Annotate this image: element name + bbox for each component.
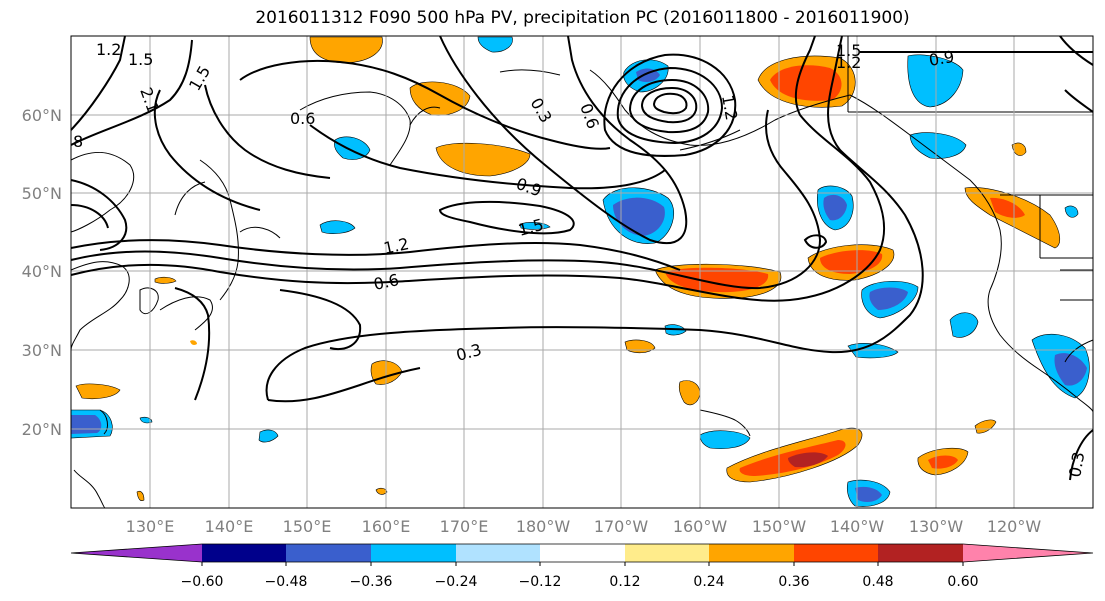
map-panel: 1.2 1.5 2.1 1.5 8 0.6 0.3 0.6 1.2 0.9 1.… — [70, 35, 1094, 509]
colorbar-cell — [286, 544, 371, 562]
colorbar-cell — [794, 544, 878, 562]
colorbar-cell — [456, 544, 540, 562]
lon-label: 160°E — [362, 517, 411, 536]
lon-label: 140°W — [830, 517, 885, 536]
contour-label: 0.6 — [372, 270, 401, 294]
lon-label: 120°W — [987, 517, 1042, 536]
lon-label: 150°E — [283, 517, 332, 536]
contour-label: 1.5 — [836, 41, 861, 60]
lat-label: 30°N — [22, 341, 62, 360]
colorbar-cell — [878, 544, 963, 562]
colorbar-label: −0.60 — [181, 574, 224, 590]
colorbar-label: −0.24 — [435, 574, 478, 590]
coastlines — [70, 36, 1094, 509]
lon-label: 130°E — [126, 517, 175, 536]
contour-label: 0.3 — [1065, 450, 1088, 478]
lon-label: 160°W — [673, 517, 728, 536]
colorbar-label: 0.24 — [693, 574, 724, 590]
map-frame — [70, 35, 1094, 509]
lat-label: 20°N — [22, 420, 62, 439]
colorbar-label: 0.48 — [862, 574, 893, 590]
colorbar-cell — [709, 544, 794, 562]
colorbar-cell — [963, 544, 1093, 562]
longitude-labels: 130°E 140°E 150°E 160°E 170°E 180°W 170°… — [126, 517, 1042, 536]
contour-label: 0.6 — [290, 109, 315, 128]
lon-label: 140°E — [205, 517, 254, 536]
lat-label: 50°N — [22, 184, 62, 203]
positive-precip-anomalies — [75, 36, 1060, 502]
latitude-labels: 60°N 50°N 40°N 30°N 20°N — [22, 106, 62, 439]
contour-label: 1.2 — [382, 234, 411, 258]
contour-label: 8 — [73, 132, 83, 151]
colorbar-cells — [70, 543, 1094, 563]
map-title: 2016011312 F090 500 hPa PV, precipitatio… — [255, 8, 910, 28]
colorbar-label: 0.36 — [778, 574, 809, 590]
colorbar-label: −0.48 — [265, 574, 308, 590]
colorbar-label: 0.60 — [947, 574, 978, 590]
colorbar: −0.60 −0.48 −0.36 −0.24 −0.12 0.12 0.24 … — [70, 543, 1094, 590]
lon-label: 170°E — [440, 517, 489, 536]
colorbar-label: −0.36 — [350, 574, 393, 590]
colorbar-cell — [202, 544, 286, 562]
contour-label: 1.2 — [96, 40, 121, 59]
colorbar-label: 0.12 — [609, 574, 640, 590]
lon-label: 180°W — [516, 517, 571, 536]
colorbar-cell — [371, 544, 456, 562]
contour-label: 1.5 — [128, 50, 153, 69]
colorbar-cell — [540, 544, 625, 562]
pv-contours — [70, 35, 1094, 481]
lon-label: 150°W — [752, 517, 807, 536]
colorbar-ticks — [201, 562, 964, 566]
lat-label: 60°N — [22, 106, 62, 125]
contour-label: 1.2 — [836, 53, 861, 72]
colorbar-labels: −0.60 −0.48 −0.36 −0.24 −0.12 0.12 0.24 … — [181, 574, 979, 590]
lon-label: 130°W — [909, 517, 964, 536]
colorbar-label: −0.12 — [519, 574, 562, 590]
colorbar-cell — [71, 544, 202, 562]
colorbar-cell — [625, 544, 709, 562]
lon-label: 170°W — [594, 517, 649, 536]
lat-label: 40°N — [22, 262, 62, 281]
contour-label: 0.9 — [927, 47, 955, 70]
contour-label: 1.2 — [718, 93, 741, 121]
